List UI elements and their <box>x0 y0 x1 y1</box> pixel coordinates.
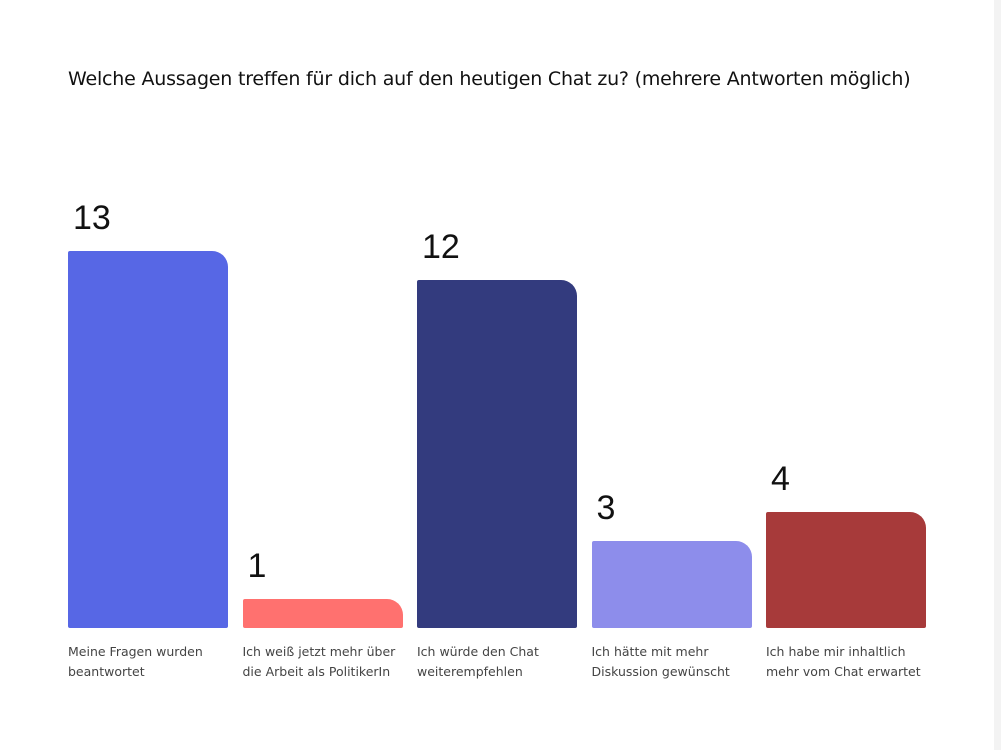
data-label: 4 <box>771 460 790 498</box>
category-label-line: beantwortet <box>68 664 145 679</box>
category-label-line: die Arbeit als PolitikerIn <box>242 664 391 679</box>
bar <box>417 280 577 628</box>
category-label: Ich weiß jetzt mehr über die Arbeit als P… <box>243 642 413 682</box>
category-label-line: Ich hätte mit mehr <box>591 644 709 659</box>
category-label: Ich würde den Chat weiterempfehlen <box>417 642 587 682</box>
chart-title: Welche Aussagen treffen für dich auf den… <box>68 68 911 90</box>
category-label: Ich habe mir inhaltlich mehr vom Chat erw… <box>766 642 936 682</box>
category-label-line: Ich habe mir inhaltlich <box>766 644 906 659</box>
data-label: 13 <box>73 199 111 237</box>
category-label-line: weiterempfehlen <box>417 664 523 679</box>
data-label: 1 <box>247 547 267 585</box>
bar <box>766 512 926 628</box>
category-label-line: mehr vom Chat erwartet <box>766 664 921 679</box>
data-label: 3 <box>596 489 616 527</box>
category-label: Ich hätte mit mehr Diskussion gewünscht <box>592 642 762 682</box>
category-label-line: Meine Fragen wurden <box>68 644 203 659</box>
data-label: 12 <box>422 228 460 266</box>
bar <box>68 251 228 628</box>
scrollbar[interactable] <box>994 0 1001 750</box>
category-label-line: Ich würde den Chat <box>417 644 539 659</box>
category-label-line: Diskussion gewünscht <box>591 664 730 679</box>
category-label-line: Ich weiß jetzt mehr über <box>242 644 396 659</box>
bar <box>242 599 403 628</box>
category-label: Meine Fragen wurden beantwortet <box>68 642 238 682</box>
bar <box>591 541 752 628</box>
